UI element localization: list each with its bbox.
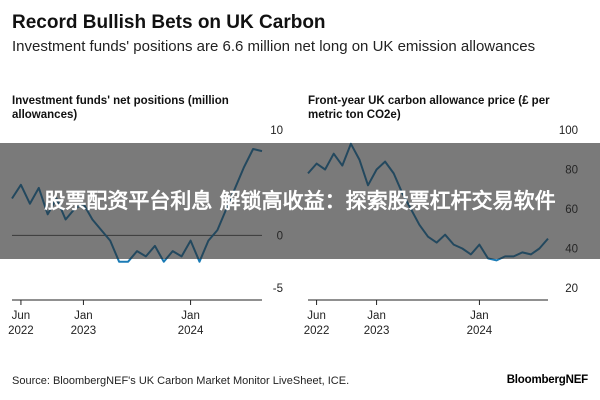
x-tick-label-year: 2024 [467, 325, 493, 337]
x-tick-label-month: Jan [74, 310, 93, 322]
x-tick-label-year: 2023 [364, 325, 390, 337]
source-note: Source: BloombergNEF's UK Carbon Market … [12, 375, 350, 387]
x-tick-label-month: Jan [367, 310, 386, 322]
y-tick-label: 100 [559, 125, 578, 137]
overlay-banner: 股票配资平台利息 解锁高收益：探索股票杠杆交易软件 [0, 143, 600, 259]
x-tick-label-year: 2022 [304, 325, 330, 337]
y-tick-label: 10 [270, 125, 283, 137]
overlay-banner-text: 股票配资平台利息 解锁高收益：探索股票杠杆交易软件 [44, 188, 556, 213]
left-panel-title: Investment funds' net positions (million… [12, 95, 229, 121]
x-tick-label-year: 2022 [8, 325, 34, 337]
chart-subtitle: Investment funds' positions are 6.6 mill… [12, 38, 536, 55]
right-panel-title: Front-year UK carbon allowance price (£ … [308, 95, 550, 121]
x-tick-label-month: Jun [12, 310, 31, 322]
brand-logo: BloombergNEF [506, 374, 588, 386]
y-tick-label: 20 [565, 283, 578, 295]
x-tick-label-month: Jun [307, 310, 326, 322]
chart-title: Record Bullish Bets on UK Carbon [12, 12, 326, 33]
x-tick-label-month: Jan [181, 310, 200, 322]
y-tick-label: -5 [273, 283, 283, 295]
x-tick-label-year: 2024 [178, 325, 204, 337]
x-tick-label-year: 2023 [71, 325, 97, 337]
x-tick-label-month: Jan [470, 310, 489, 322]
